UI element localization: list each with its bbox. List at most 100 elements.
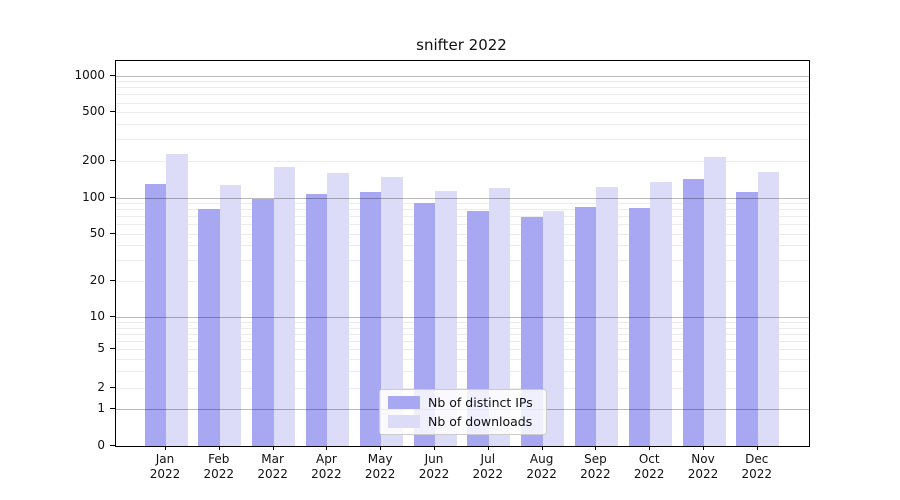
x-tick-label: Nov 2022 xyxy=(687,452,719,481)
x-tick-mark xyxy=(487,446,489,450)
legend-row-downloads: Nb of downloads xyxy=(388,414,538,429)
x-tick-mark xyxy=(434,446,435,450)
x-tick-label: May 2022 xyxy=(364,452,396,481)
y-gridline-minor xyxy=(116,358,809,360)
y-tick-mark xyxy=(110,196,115,198)
y-gridline-minor xyxy=(116,139,809,141)
y-gridline-minor xyxy=(116,327,809,329)
y-gridline-minor xyxy=(116,160,809,162)
y-gridline-minor xyxy=(116,209,809,211)
y-tick-mark xyxy=(110,348,115,350)
y-tick-label: 100 xyxy=(82,189,105,204)
bar-downloads-sep xyxy=(596,187,618,446)
bar-distinct-ips-apr xyxy=(305,193,328,446)
y-gridline-minor xyxy=(116,260,809,262)
bar-distinct-ips-nov xyxy=(682,178,704,446)
bar-downloads-oct xyxy=(650,181,672,446)
bar-downloads-feb xyxy=(219,184,242,446)
y-gridline-major xyxy=(116,75,809,77)
y-tick-label: 200 xyxy=(82,152,105,167)
bar-distinct-ips-may xyxy=(359,191,382,446)
x-tick-mark xyxy=(326,446,328,450)
y-gridline-minor xyxy=(116,233,809,235)
x-tick-label: Mar 2022 xyxy=(257,452,288,481)
bar-distinct-ips-jun xyxy=(413,202,435,446)
bar-downloads-nov xyxy=(704,157,726,446)
y-gridline-minor xyxy=(116,340,809,342)
y-tick-mark xyxy=(110,316,115,318)
x-tick-mark xyxy=(756,446,758,450)
bars-layer xyxy=(116,61,809,446)
y-tick-mark xyxy=(110,445,115,446)
y-gridline-minor xyxy=(116,333,809,335)
y-tick-mark xyxy=(110,111,115,113)
y-tick-label: 20 xyxy=(89,273,105,288)
y-tick-label: 5 xyxy=(97,341,105,356)
bar-downloads-aug xyxy=(542,211,565,446)
y-gridline-minor xyxy=(116,281,809,283)
y-tick-mark xyxy=(110,232,115,234)
x-tick-mark xyxy=(165,446,166,450)
legend: Nb of distinct IPs Nb of downloads xyxy=(379,389,547,435)
bar-distinct-ips-aug xyxy=(521,216,543,446)
x-tick-mark xyxy=(703,446,704,450)
x-tick-label: Sep 2022 xyxy=(580,452,611,481)
y-tick-mark xyxy=(110,74,115,76)
y-tick-mark xyxy=(110,280,115,282)
x-tick-label: Dec 2022 xyxy=(741,452,773,481)
y-gridline-minor xyxy=(116,102,809,104)
y-gridline-minor xyxy=(116,245,809,247)
y-tick-label: 0 xyxy=(97,438,105,452)
x-tick-mark xyxy=(380,446,382,450)
x-tick-label: Apr 2022 xyxy=(311,452,342,481)
y-tick-label: 1 xyxy=(97,401,105,416)
y-gridline-minor xyxy=(116,322,809,324)
x-tick-label: Jul 2022 xyxy=(472,452,504,481)
y-gridline-minor xyxy=(116,388,809,389)
x-tick-mark xyxy=(595,446,597,450)
legend-swatch-distinct-ips xyxy=(388,396,420,409)
legend-row-distinct-ips: Nb of distinct IPs xyxy=(388,395,538,410)
bar-distinct-ips-jan xyxy=(144,183,166,446)
x-tick-mark xyxy=(218,446,220,450)
bar-distinct-ips-feb xyxy=(198,208,220,446)
x-tick-label: Oct 2022 xyxy=(633,452,665,481)
bar-distinct-ips-mar xyxy=(252,199,274,446)
y-tick-label: 10 xyxy=(89,309,105,324)
x-tick-mark xyxy=(649,446,651,450)
legend-label-distinct-ips: Nb of distinct IPs xyxy=(428,395,533,410)
y-gridline-minor xyxy=(116,124,809,126)
bar-downloads-jul xyxy=(488,188,511,446)
y-gridline-minor xyxy=(116,87,809,89)
x-tick-label: Jun 2022 xyxy=(418,452,450,481)
y-gridline-major xyxy=(116,317,809,319)
y-gridline-minor xyxy=(116,349,809,351)
y-gridline-minor xyxy=(116,112,809,114)
bar-downloads-apr xyxy=(327,172,349,446)
y-tick-label: 2 xyxy=(97,380,105,394)
y-gridline-minor xyxy=(116,81,809,83)
bar-distinct-ips-jul xyxy=(467,211,489,446)
y-gridline-minor xyxy=(116,94,809,96)
y-gridline-major xyxy=(116,197,809,199)
y-tick-label: 500 xyxy=(82,104,105,119)
bar-downloads-jan xyxy=(166,154,188,446)
x-tick-label: Feb 2022 xyxy=(203,452,235,481)
bar-distinct-ips-oct xyxy=(628,208,651,446)
y-tick-label: 1000 xyxy=(74,67,105,82)
y-tick-mark xyxy=(110,408,115,410)
minor-gridlines-layer xyxy=(116,61,809,446)
chart-title: snifter 2022 xyxy=(416,36,507,54)
y-gridline-minor xyxy=(116,203,809,205)
legend-label-downloads: Nb of downloads xyxy=(428,414,533,429)
bar-downloads-dec xyxy=(757,172,780,446)
bar-distinct-ips-sep xyxy=(574,206,597,446)
bar-downloads-may xyxy=(381,177,403,446)
y-gridline-minor xyxy=(116,216,809,218)
y-tick-mark xyxy=(110,387,115,388)
bar-downloads-jun xyxy=(435,191,457,446)
y-tick-mark xyxy=(110,159,115,161)
x-tick-label: Jan 2022 xyxy=(149,452,181,481)
plot-area: Nb of distinct IPs Nb of downloads xyxy=(115,60,810,447)
